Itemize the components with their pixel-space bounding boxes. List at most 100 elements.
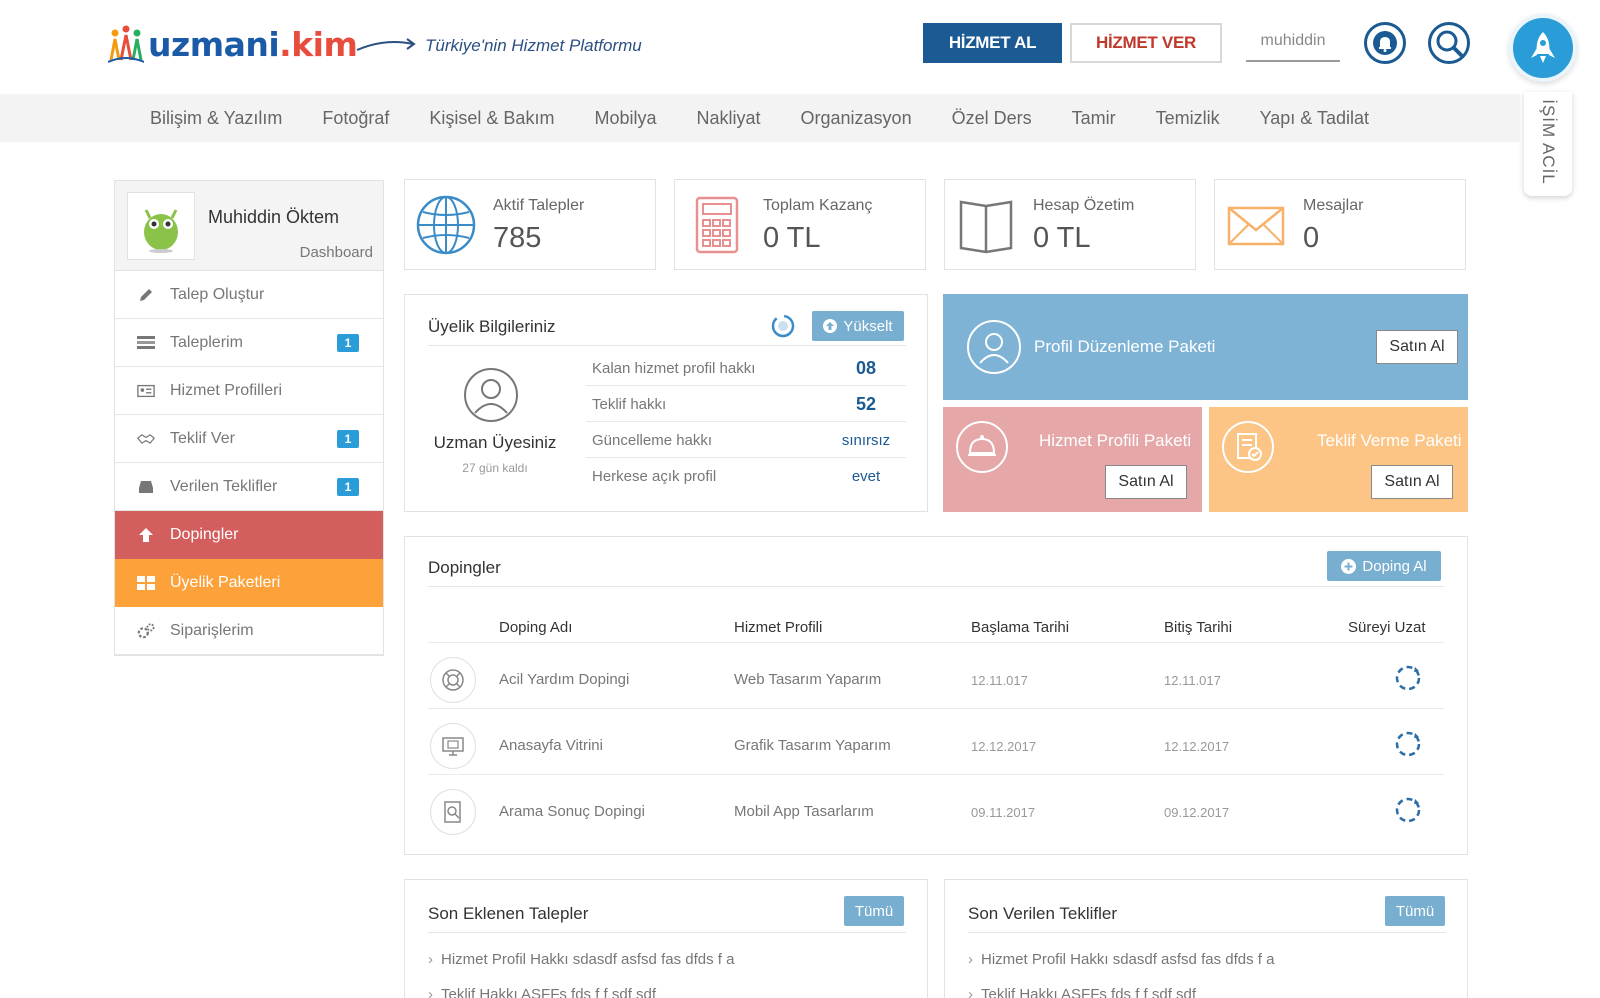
- sidebar-item-talep-olu-tur[interactable]: Talep Oluştur: [115, 271, 383, 319]
- document-check-icon: [1237, 433, 1262, 461]
- category-item[interactable]: Temizlik: [1155, 107, 1220, 128]
- list-item-text: Teklif Hakkı ASFFs fds f f sdf sdf: [441, 986, 657, 998]
- list-item[interactable]: › Hizmet Profil Hakkı sdasdf asfsd fas df…: [428, 951, 734, 968]
- category-item[interactable]: Organizasyon: [800, 107, 912, 128]
- list-item-text: Hizmet Profil Hakkı sdasdf asfsd fas dfd…: [441, 951, 735, 968]
- package-title: Teklif Verme Paketi: [1317, 431, 1462, 450]
- package-service-profile: Hizmet Profili Paketi Satın Al: [943, 407, 1202, 512]
- list-item[interactable]: › Teklif Hakkı ASFFs fds f f sdf sdf: [968, 986, 1196, 998]
- membership-row: Güncelleme hakkı sınırsız: [586, 422, 906, 458]
- doping-start: 09.11.2017: [971, 805, 1036, 820]
- buy-doping-button[interactable]: Doping Al: [1327, 551, 1441, 581]
- recent-offers-title: Son Verilen Teklifler: [968, 904, 1117, 923]
- upgrade-label: Yükselt: [843, 317, 893, 335]
- recent-requests-title: Son Eklenen Talepler: [428, 904, 589, 923]
- doping-profile[interactable]: Grafik Tasarım Yaparım: [734, 737, 891, 754]
- membership-days-left: 27 gün kaldı: [462, 461, 528, 475]
- buy-button[interactable]: Satın Al: [1371, 465, 1453, 499]
- column-header[interactable]: Hizmet Profili: [734, 619, 823, 636]
- divider: [968, 932, 1446, 933]
- refresh-icon[interactable]: [1393, 729, 1423, 759]
- table-row: Arama Sonuç Dopingi Mobil App Tasarlarım…: [428, 774, 1444, 840]
- count-badge: 1: [337, 430, 359, 448]
- acil-label[interactable]: İŞİM ACİL: [1524, 92, 1572, 192]
- sidebar-item--yelik-paketleri[interactable]: Üyelik Paketleri: [115, 559, 383, 607]
- package-profile-edit: Profil Düzenleme Paketi Satın Al: [943, 294, 1468, 400]
- sidebar-item-sipari-lerim[interactable]: Siparişlerim: [115, 607, 383, 655]
- doping-profile[interactable]: Web Tasarım Yaparım: [734, 671, 882, 688]
- column-header[interactable]: Başlama Tarihi: [971, 619, 1070, 636]
- stat-card-mesajlar[interactable]: Mesajlar 0: [1214, 179, 1466, 270]
- dashboard-link[interactable]: Dashboard: [299, 244, 373, 261]
- sidebar-item-dopingler[interactable]: Dopingler: [115, 511, 383, 559]
- stat-label: Toplam Kazanç: [763, 197, 873, 214]
- upgrade-button[interactable]: Yükselt: [812, 311, 904, 341]
- sidebar-item-teklif-ver[interactable]: Teklif Ver 1: [115, 415, 383, 463]
- doping-name: Acil Yardım Dopingi: [499, 671, 630, 688]
- category-item[interactable]: Tamir: [1071, 107, 1116, 128]
- count-badge: 1: [337, 334, 359, 352]
- category-item[interactable]: Özel Ders: [951, 107, 1032, 128]
- logo[interactable]: uzmani.kim: [108, 24, 358, 64]
- id-card-icon: [137, 382, 155, 400]
- category-item[interactable]: Kişisel & Bakım: [429, 107, 555, 128]
- sidebar-item-hizmet-profilleri[interactable]: Hizmet Profilleri: [115, 367, 383, 415]
- category-item[interactable]: Nakliyat: [696, 107, 761, 128]
- notification-button[interactable]: [1364, 22, 1406, 64]
- list-item[interactable]: › Hizmet Profil Hakkı sdasdf asfsd fas df…: [968, 951, 1274, 968]
- buy-button[interactable]: Satın Al: [1376, 330, 1458, 364]
- username-menu[interactable]: muhiddin: [1246, 28, 1340, 62]
- rocket-icon: [1531, 32, 1555, 63]
- buy-button[interactable]: Satın Al: [1105, 465, 1187, 499]
- swoosh-arrow-icon: [356, 38, 416, 51]
- count-badge: 1: [337, 478, 359, 496]
- acil-tab[interactable]: [1524, 92, 1572, 196]
- category-item[interactable]: Yapı & Tadilat: [1259, 107, 1370, 128]
- sidebar-item-label: Dopingler: [170, 526, 239, 543]
- category-item[interactable]: Bilişim & Yazılım: [150, 107, 283, 128]
- view-all-button[interactable]: Tümü: [844, 896, 904, 926]
- sidebar-item-label: Taleplerim: [170, 334, 243, 351]
- sidebar-item-taleplerim[interactable]: Taleplerim 1: [115, 319, 383, 367]
- android-avatar-icon: [144, 209, 178, 253]
- refresh-icon[interactable]: [1393, 795, 1423, 825]
- bell-icon: [1373, 31, 1397, 55]
- search-icon: [1436, 30, 1463, 57]
- hizmet-ver-button[interactable]: HİZMET VER: [1070, 23, 1222, 63]
- list-icon: [137, 334, 155, 352]
- membership-value: 52: [855, 394, 877, 414]
- acil-rocket-button[interactable]: [1509, 14, 1577, 82]
- hizmet-al-button[interactable]: HİZMET AL: [923, 23, 1062, 63]
- divider: [428, 345, 906, 346]
- stat-card-toplam-kazanc[interactable]: Toplam Kazanç 0 TL: [674, 179, 926, 270]
- sidebar-item-label: Üyelik Paketleri: [170, 574, 281, 591]
- doping-profile[interactable]: Mobil App Tasarlarım: [734, 803, 874, 820]
- membership-key: Kalan hizmet profil hakkı: [592, 360, 756, 377]
- column-header[interactable]: Süreyi Uzat: [1348, 619, 1426, 636]
- column-header[interactable]: Bitiş Tarihi: [1164, 619, 1233, 636]
- recent-offers-panel: Son Verilen Teklifler Tümü › Hizmet Profi…: [944, 879, 1468, 998]
- logo-text: uzmani.kim: [148, 25, 358, 64]
- column-header[interactable]: Doping Adı: [499, 619, 573, 636]
- stat-card-hesap-ozetim[interactable]: Hesap Özetim 0 TL: [944, 179, 1196, 270]
- cloche-circle: [956, 421, 1008, 473]
- envelope-icon: [1227, 206, 1285, 246]
- refresh-icon[interactable]: [1393, 663, 1423, 693]
- membership-panel: Üyelik Bilgileriniz Yükselt Uzman Üyesin…: [404, 294, 928, 512]
- sidebar-menu: Talep Oluştur Taleplerim 1 Hizmet Profiller…: [115, 271, 383, 655]
- book-icon: [959, 200, 1013, 254]
- package-offer: Teklif Verme Paketi Satın Al: [1209, 407, 1468, 512]
- search-button[interactable]: [1428, 22, 1470, 64]
- monitor-icon: [430, 723, 476, 769]
- category-item[interactable]: Mobilya: [594, 107, 657, 128]
- avatar[interactable]: [127, 192, 195, 260]
- stat-card-aktif-talepler[interactable]: Aktif Talepler 785: [404, 179, 656, 270]
- view-all-button[interactable]: Tümü: [1385, 896, 1445, 926]
- gears-icon: [137, 622, 155, 640]
- list-item[interactable]: › Teklif Hakkı ASFFs fds f f sdf sdf: [428, 986, 656, 998]
- category-item[interactable]: Fotoğraf: [322, 107, 390, 128]
- handshake-icon: [137, 430, 155, 448]
- membership-key: Teklif hakkı: [592, 396, 667, 413]
- sidebar-item-verilen-teklifler[interactable]: Verilen Teklifler 1: [115, 463, 383, 511]
- package-title: Profil Düzenleme Paketi: [1034, 337, 1216, 356]
